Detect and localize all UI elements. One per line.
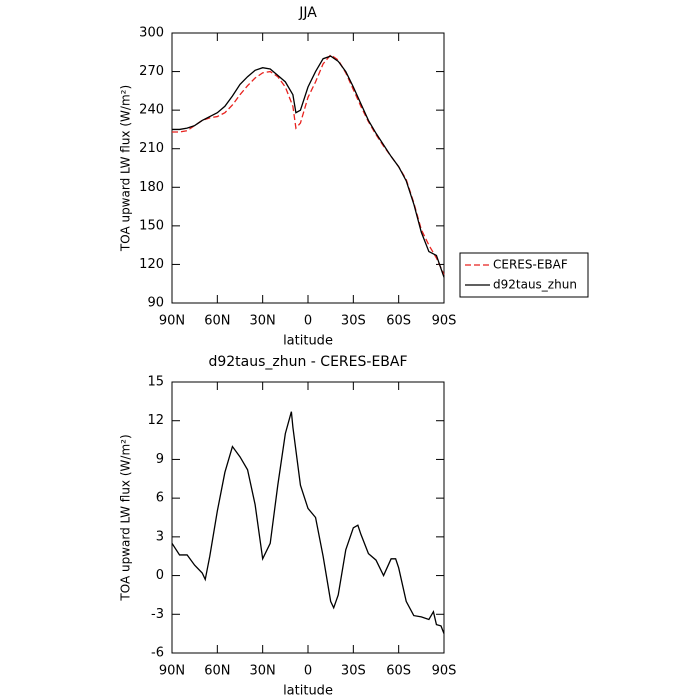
legend-label: d92taus_zhun [493, 278, 577, 292]
data-line [171, 411, 445, 634]
x-axis-label: latitude [283, 684, 333, 699]
legend-box [459, 252, 589, 298]
x-tick-label: 60S [386, 314, 411, 329]
y-tick-label: 9 [156, 452, 164, 467]
y-tick-label: 6 [156, 491, 164, 506]
x-tick-label: 30S [341, 314, 366, 329]
y-tick-label: -3 [151, 607, 164, 622]
y-tick-label: 120 [139, 257, 164, 272]
y-tick-label: 3 [156, 529, 164, 544]
y-tick-label: 240 [139, 103, 164, 118]
x-tick-label: 90N [159, 664, 185, 679]
plot-frame [171, 381, 445, 654]
y-tick-label: 180 [139, 180, 164, 195]
y-tick-label: 12 [147, 413, 164, 428]
x-tick-label: 90S [432, 664, 457, 679]
y-axis-label: TOA upward LW flux (W/m²) [119, 434, 133, 601]
y-tick-label: 300 [139, 26, 164, 41]
x-tick-label: 30N [250, 314, 276, 329]
y-tick-label: 150 [139, 218, 164, 233]
data-line [172, 55, 445, 278]
y-tick-label: 0 [156, 568, 164, 583]
y-tick-label: 90 [147, 296, 164, 311]
x-tick-label: 60S [386, 664, 411, 679]
y-tick-label: -6 [151, 646, 164, 661]
x-tick-label: 30N [250, 664, 276, 679]
x-tick-label: 30S [341, 664, 366, 679]
x-tick-label: 60N [204, 314, 230, 329]
chart-title: d92taus_zhun - CERES-EBAF [208, 354, 407, 370]
plot-frame [171, 32, 445, 304]
x-tick-label: 0 [304, 664, 312, 679]
y-tick-label: 270 [139, 64, 164, 79]
x-tick-label: 0 [304, 314, 312, 329]
chart-title: JJA [298, 5, 317, 21]
y-tick-label: 210 [139, 141, 164, 156]
x-tick-label: 60N [204, 664, 230, 679]
x-tick-label: 90N [159, 314, 185, 329]
y-tick-label: 15 [147, 375, 164, 390]
x-tick-label: 90S [432, 314, 457, 329]
legend-label: CERES-EBAF [493, 258, 568, 272]
x-axis-label: latitude [283, 334, 333, 349]
y-axis-label: TOA upward LW flux (W/m²) [119, 85, 133, 252]
